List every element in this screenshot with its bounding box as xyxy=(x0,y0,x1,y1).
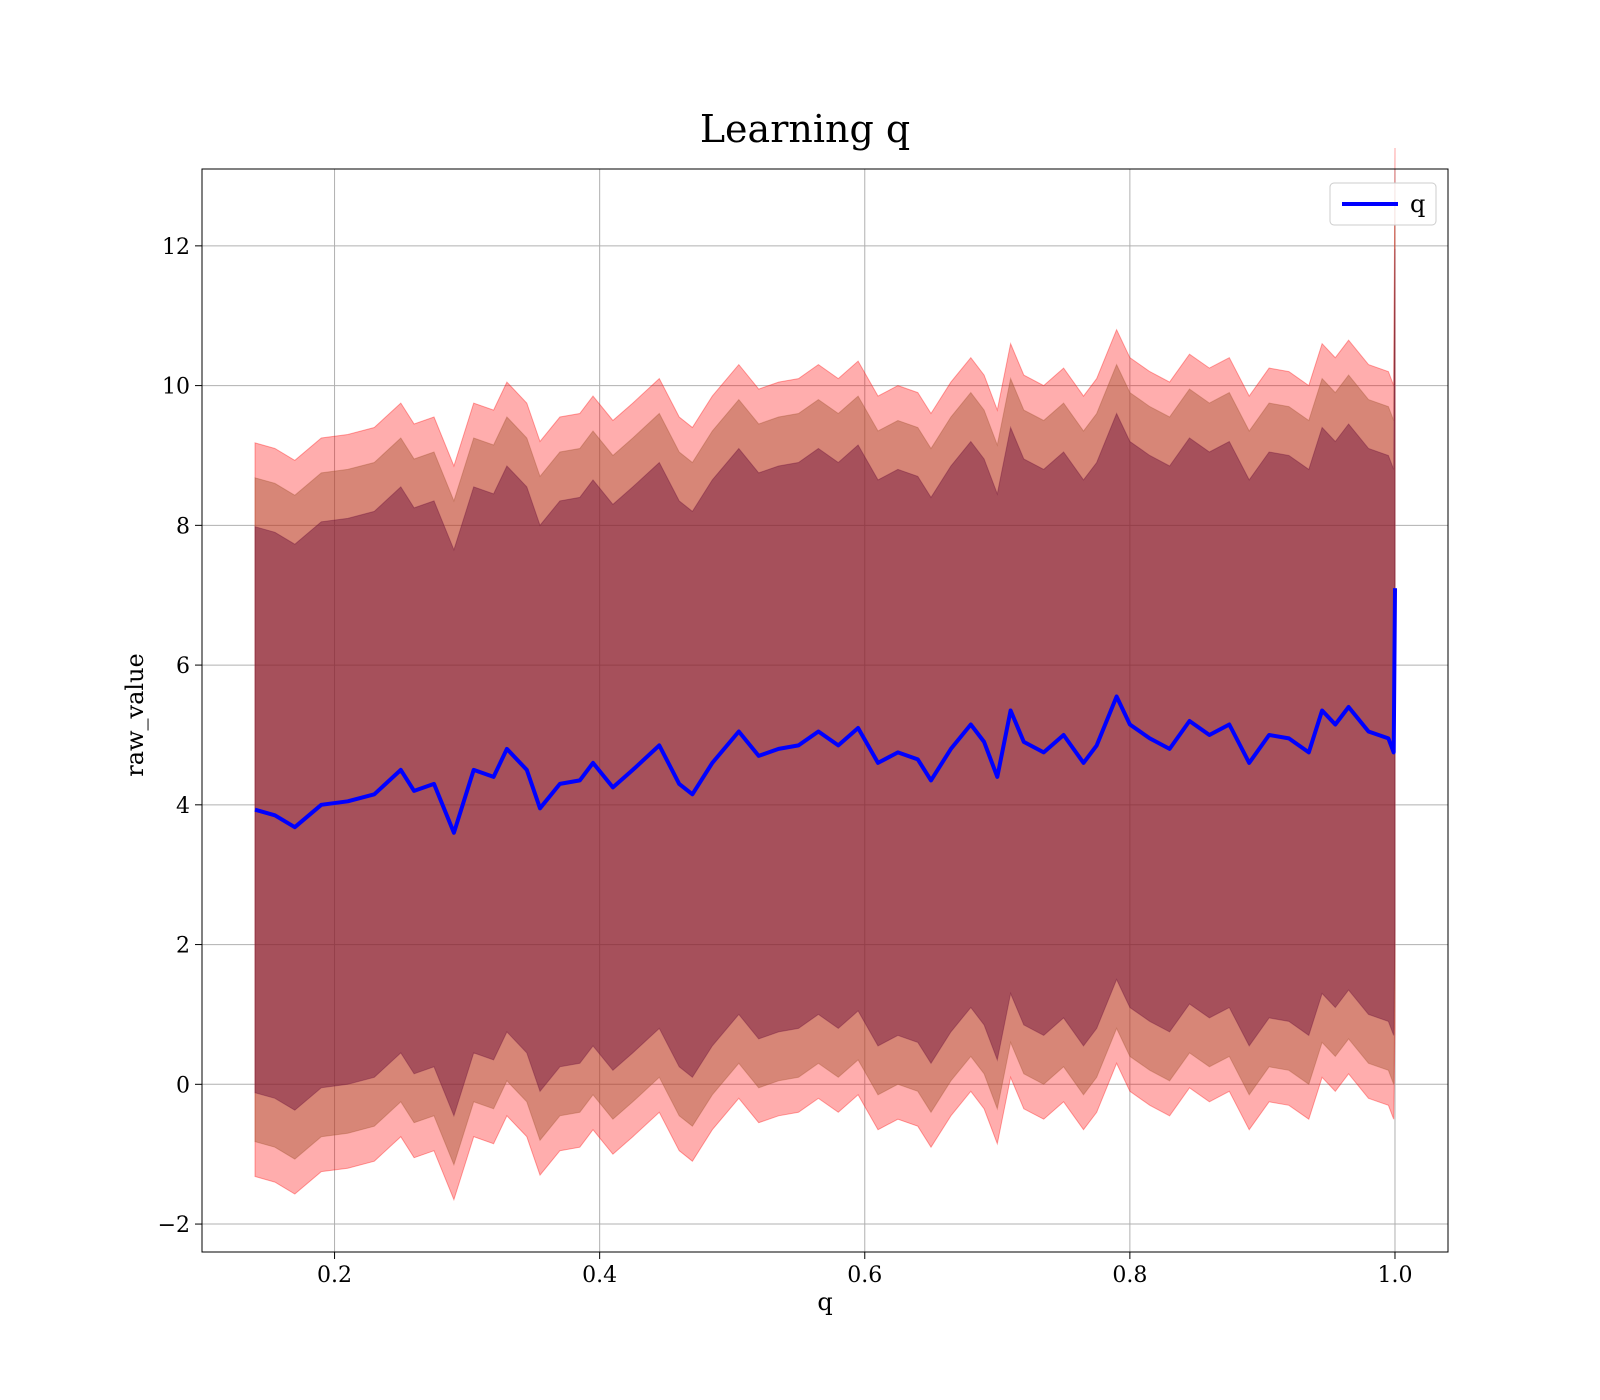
x-axis-ticks: 0.2 0.4 0.6 0.8 1.0 xyxy=(317,1252,1412,1288)
x-tick-label: 0.4 xyxy=(582,1263,617,1288)
y-tick-label: 8 xyxy=(176,514,190,539)
confidence-bands xyxy=(254,147,1396,1202)
y-tick-label: 0 xyxy=(176,1073,190,1098)
x-tick-label: 0.8 xyxy=(1112,1263,1147,1288)
y-axis-ticks: −2 0 2 4 6 8 10 12 xyxy=(158,235,202,1238)
band-inner xyxy=(254,248,1396,1118)
plot-frame xyxy=(201,168,1449,1253)
y-tick-label: 6 xyxy=(176,654,190,679)
y-tick-label: 10 xyxy=(162,375,190,400)
band-outer xyxy=(254,147,1396,1202)
legend-label-q: q xyxy=(1410,190,1425,218)
y-tick-label: 12 xyxy=(162,235,190,260)
legend: q xyxy=(1329,182,1437,226)
y-tick-label: −2 xyxy=(158,1213,190,1238)
x-tick-label: 1.0 xyxy=(1377,1263,1412,1288)
y-axis-label: raw_value xyxy=(121,653,149,777)
chart-title: Learning q xyxy=(700,107,910,151)
x-tick-label: 0.2 xyxy=(317,1263,352,1288)
x-axis-label: q xyxy=(817,1288,832,1316)
series-lines xyxy=(254,588,1397,835)
y-tick-label: 4 xyxy=(176,794,190,819)
y-tick-label: 2 xyxy=(176,934,190,959)
band-middle xyxy=(254,189,1396,1167)
x-tick-label: 0.6 xyxy=(847,1263,882,1288)
